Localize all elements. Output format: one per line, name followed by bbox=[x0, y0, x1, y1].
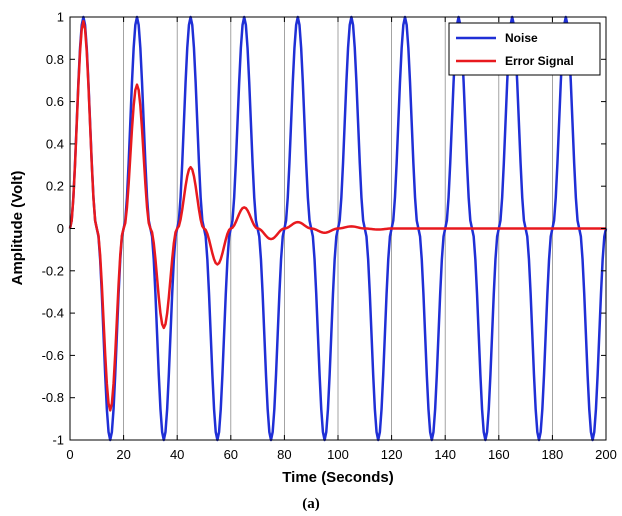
y-tick-label: 0 bbox=[57, 221, 64, 236]
legend-box bbox=[448, 22, 601, 76]
y-tick-label: 0.8 bbox=[46, 52, 64, 67]
x-tick-label: 60 bbox=[224, 447, 238, 462]
axis-ticks: 0 20 40 60 80 100 120 140 160 180 200 -1 -0.8 -0.6 -0.… bbox=[42, 10, 617, 463]
legend-label-error-signal: Error Signal bbox=[505, 54, 574, 68]
y-tick-label: 1 bbox=[57, 10, 64, 25]
x-tick-label: 200 bbox=[595, 447, 617, 462]
y-tick-label: 0.2 bbox=[46, 179, 64, 194]
x-tick-label: 140 bbox=[434, 447, 456, 462]
x-tick-label: 160 bbox=[488, 447, 510, 462]
y-tick-label: 0.4 bbox=[46, 136, 64, 151]
y-tick-label: -0.8 bbox=[42, 390, 64, 405]
y-tick-label: -1 bbox=[52, 433, 64, 448]
figure-caption: (a) bbox=[302, 496, 320, 512]
x-axis-label: Time (Seconds) bbox=[282, 469, 393, 486]
x-tick-label: 40 bbox=[170, 447, 184, 462]
y-tick-label: -0.6 bbox=[42, 348, 64, 363]
x-tick-label: 20 bbox=[116, 447, 130, 462]
y-axis-label: Amplitude (Volt) bbox=[9, 171, 26, 286]
x-tick-label: 100 bbox=[327, 447, 349, 462]
y-tick-label: -0.4 bbox=[42, 306, 64, 321]
x-tick-label: 180 bbox=[542, 447, 564, 462]
legend: Noise Error Signal bbox=[448, 22, 601, 76]
x-tick-label: 80 bbox=[277, 447, 291, 462]
y-tick-label: 0.6 bbox=[46, 94, 64, 109]
x-tick-label: 120 bbox=[381, 447, 403, 462]
x-tick-label: 0 bbox=[66, 447, 73, 462]
series-line-error-signal bbox=[68, 19, 606, 412]
y-tick-label: -0.2 bbox=[42, 263, 64, 278]
legend-label-noise: Noise bbox=[505, 31, 538, 45]
